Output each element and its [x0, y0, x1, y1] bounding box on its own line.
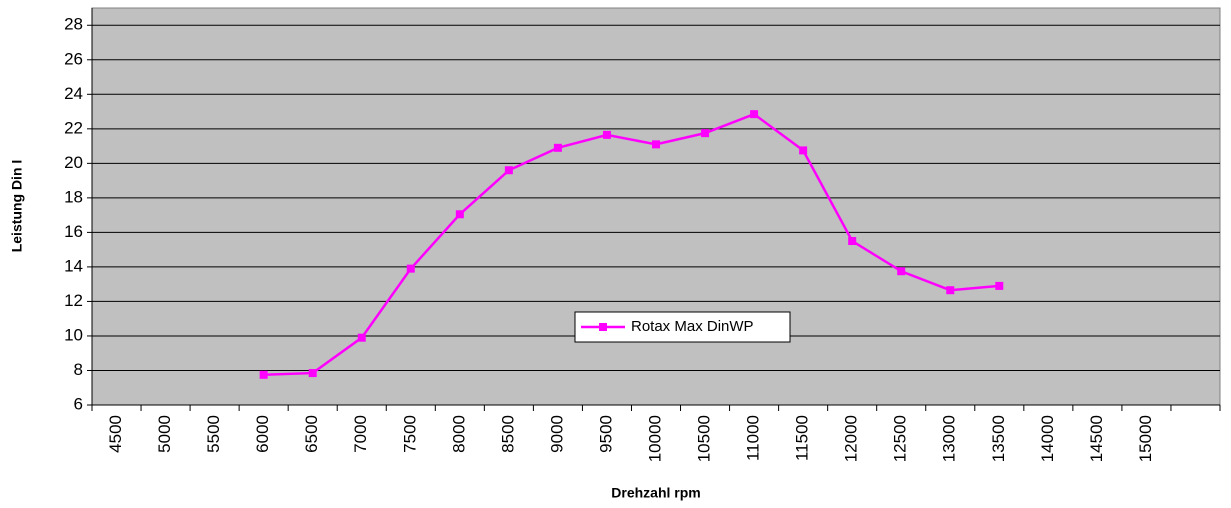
- y-tick-label: 16: [64, 222, 83, 241]
- x-tick-label: 5000: [155, 415, 174, 453]
- marker: [897, 267, 906, 276]
- x-tick-label: 11000: [744, 415, 763, 461]
- y-tick-label: 14: [64, 256, 83, 275]
- x-tick-label: 12000: [842, 415, 861, 462]
- plot-area: [91, 7, 1221, 406]
- marker: [995, 281, 1004, 290]
- marker: [504, 166, 513, 175]
- x-tick-label: 8500: [498, 415, 517, 453]
- x-tick-label: 5500: [204, 415, 223, 453]
- y-tick-label: 24: [64, 84, 83, 103]
- y-tick-label: 28: [64, 15, 83, 34]
- y-tick-label: 6: [74, 394, 83, 413]
- marker: [602, 130, 611, 139]
- marker: [652, 140, 660, 149]
- series-line: [263, 112, 1000, 377]
- x-tick-label: 10500: [695, 415, 714, 462]
- marker: [946, 286, 955, 295]
- y-tick-label: 26: [64, 49, 83, 68]
- marker: [455, 210, 464, 219]
- x-tick-label: 7000: [351, 415, 370, 453]
- marker: [308, 369, 317, 378]
- x-tick-label: 14500: [1087, 415, 1106, 462]
- x-tick-label: 14000: [1038, 415, 1057, 462]
- x-tick-label: 13000: [940, 415, 959, 462]
- x-tick-label: 9000: [547, 415, 566, 453]
- x-tick-label: 10000: [645, 415, 664, 462]
- x-tick-label: 11500: [793, 415, 812, 461]
- x-tick-label: 15000: [1136, 415, 1155, 462]
- y-axis-title: Leistung Din I: [9, 160, 25, 253]
- marker: [750, 110, 759, 119]
- x-tick-label: 6500: [302, 415, 321, 453]
- y-tick-label: 20: [64, 153, 83, 172]
- y-tick-label: 10: [64, 325, 83, 344]
- x-tick-label: 9500: [596, 415, 615, 453]
- x-tick-label: 12500: [891, 415, 910, 462]
- x-tick-label: 7500: [400, 415, 419, 453]
- marker: [701, 129, 710, 138]
- marker: [406, 264, 415, 273]
- x-tick-label: 8000: [449, 415, 468, 453]
- marker: [848, 237, 857, 246]
- marker: [357, 333, 366, 342]
- y-tick-label: 22: [64, 118, 83, 137]
- x-tick-label: 6000: [253, 415, 272, 453]
- marker: [259, 370, 268, 379]
- x-tick-label: 4500: [106, 415, 125, 453]
- x-tick-label: 13500: [989, 415, 1008, 462]
- y-tick-label: 8: [74, 360, 83, 379]
- legend-swatch-marker: [599, 323, 607, 331]
- legend-label: Rotax Max DinWP: [631, 318, 754, 335]
- x-axis-title: Drehzahl rpm: [611, 485, 700, 501]
- marker: [799, 146, 808, 155]
- marker: [553, 143, 562, 152]
- y-tick-label: 18: [64, 187, 83, 206]
- y-tick-label: 12: [64, 291, 83, 310]
